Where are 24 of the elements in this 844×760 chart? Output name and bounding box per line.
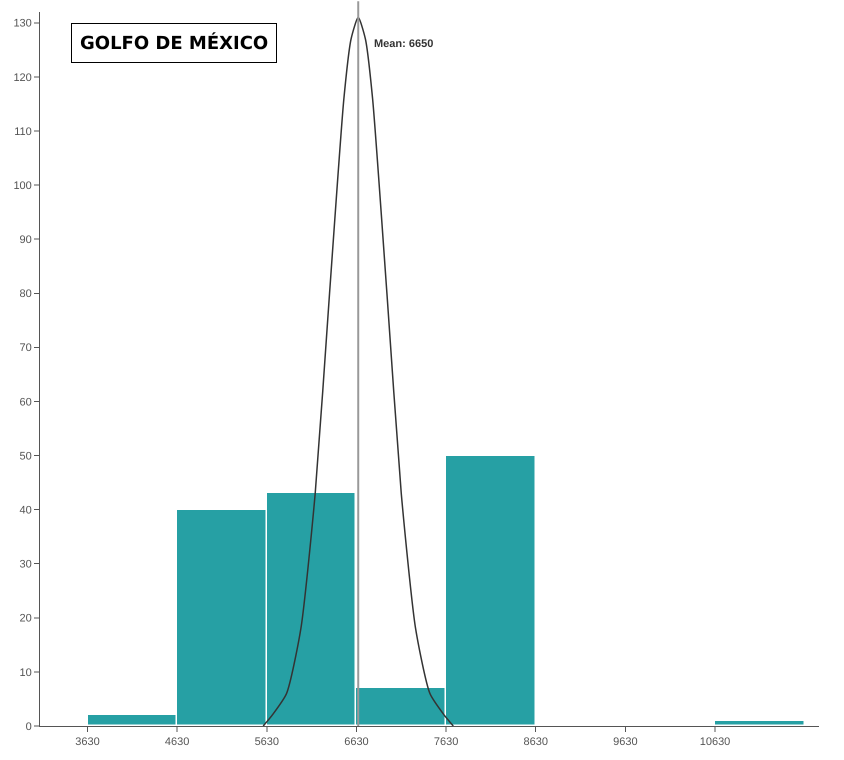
x-tick-label: 7630 xyxy=(434,736,458,748)
x-tick-label: 6630 xyxy=(344,736,369,748)
y-tick-label: 130 xyxy=(13,18,32,30)
y-tick-label: 90 xyxy=(20,234,32,246)
text: GOLFO DE MÉXICO xyxy=(80,32,268,54)
y-tick-label: 80 xyxy=(20,288,32,300)
ref-line-label: Mean: 6650 xyxy=(374,38,434,50)
x-tick-label: 8630 xyxy=(523,736,548,748)
y-tick-label: 70 xyxy=(20,342,32,354)
y-tick-label: 0 xyxy=(26,720,32,733)
y-tick-label: 60 xyxy=(20,396,32,408)
y-tick-label: 100 xyxy=(13,180,32,192)
y-tick-label: 30 xyxy=(20,558,32,571)
x-tick-label: 3630 xyxy=(75,736,100,748)
x-tick-label: 4630 xyxy=(164,736,190,748)
x-tick-label: 10630 xyxy=(700,736,730,748)
y-tick-label: 10 xyxy=(20,666,32,679)
y-tick-label: 110 xyxy=(14,126,32,138)
y-tick-label: 120 xyxy=(13,72,32,84)
y-tick-label: 50 xyxy=(20,450,32,462)
y-tick-label: 20 xyxy=(20,612,32,625)
y-tick-label: 40 xyxy=(20,504,32,516)
x-tick-label: 9630 xyxy=(613,736,638,748)
x-tick-label: 5630 xyxy=(254,736,280,748)
